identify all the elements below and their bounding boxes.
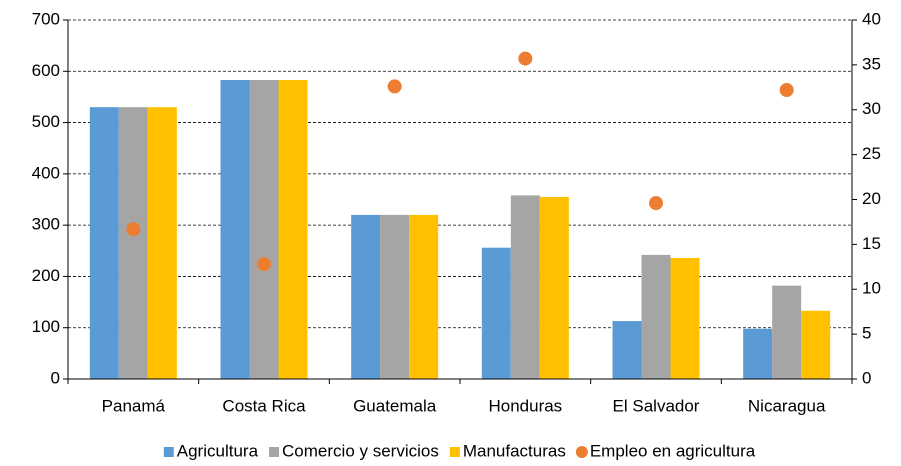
legend-label: Comercio y servicios: [282, 441, 439, 460]
dot: [518, 51, 533, 66]
bar: [801, 310, 831, 379]
y2-tick-label: 30: [862, 99, 881, 118]
y-tick-label: 100: [32, 317, 60, 336]
y-tick-label: 600: [32, 61, 60, 80]
y2-tick-label: 20: [862, 189, 881, 208]
x-tick-label: Costa Rica: [222, 396, 306, 415]
y-tick-label: 400: [32, 163, 60, 182]
bar: [220, 80, 250, 380]
y2-tick-label: 25: [862, 144, 881, 163]
dot: [649, 196, 663, 211]
y2-tick-label: 0: [862, 368, 871, 387]
y-tick-label: 300: [32, 215, 60, 234]
y2-tick-label: 15: [862, 234, 881, 253]
bar: [772, 285, 802, 379]
dot: [257, 257, 271, 272]
y2-tick-label: 10: [862, 279, 881, 298]
bar: [539, 196, 569, 379]
bar: [743, 328, 773, 379]
y2-tick-label: 5: [862, 324, 871, 343]
bar: [481, 247, 511, 379]
bar: [641, 254, 671, 379]
bar: [409, 214, 439, 379]
y-tick-label: 700: [32, 9, 60, 28]
x-tick-label: Honduras: [488, 396, 562, 415]
x-tick-label: El Salvador: [613, 396, 700, 415]
y2-tick-label: 40: [862, 9, 881, 28]
y2-tick-label: 35: [862, 54, 881, 73]
y-tick-label: 0: [51, 368, 60, 387]
legend-marker: [575, 446, 588, 458]
legend-marker: [449, 447, 460, 457]
legend-label: Manufacturas: [463, 441, 566, 460]
legend-label: Agricultura: [177, 441, 259, 460]
y-tick-label: 200: [32, 266, 60, 285]
x-tick-label: Panamá: [102, 396, 166, 415]
x-tick-label: Nicaragua: [748, 396, 826, 415]
bar: [89, 107, 119, 379]
bar: [510, 195, 540, 379]
dot: [126, 222, 141, 237]
legend-marker: [163, 447, 174, 457]
bar: [278, 80, 308, 380]
bar: [249, 80, 279, 380]
dot: [779, 83, 794, 98]
bar: [380, 214, 410, 379]
bar: [147, 107, 177, 379]
legend-marker: [269, 447, 280, 457]
bar: [612, 321, 642, 379]
legend-label: Empleo en agricultura: [590, 441, 756, 460]
y-tick-label: 500: [32, 112, 60, 131]
bar: [670, 257, 700, 379]
x-tick-label: Guatemala: [353, 396, 437, 415]
dot: [387, 79, 402, 94]
bar: [118, 107, 148, 379]
bar: [351, 214, 381, 379]
